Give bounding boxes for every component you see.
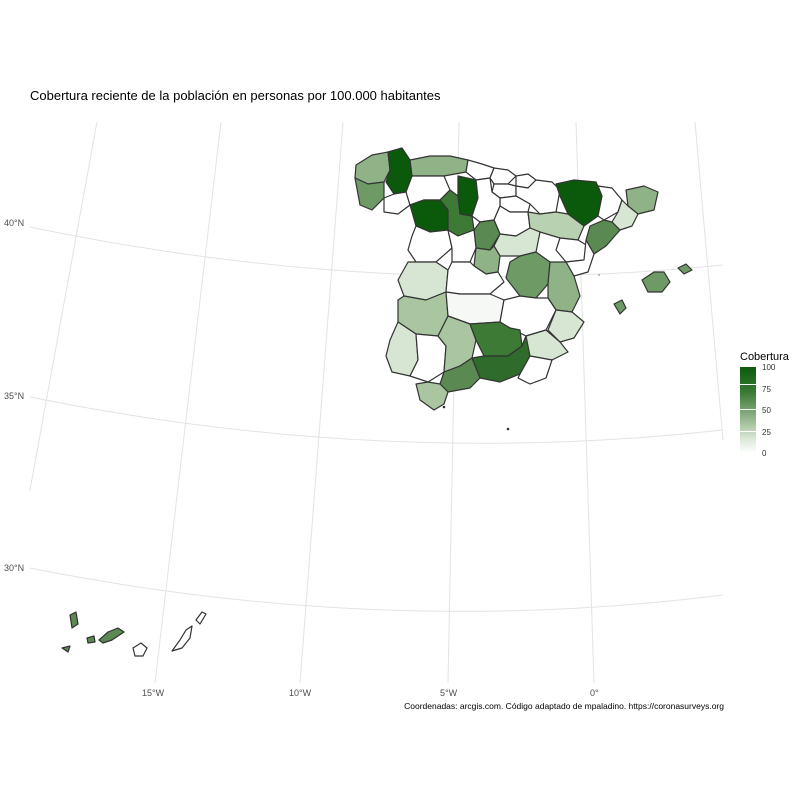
lat-label-35: 35°N <box>4 391 25 401</box>
legend-tick <box>740 409 756 410</box>
province-valladolid <box>439 189 475 237</box>
province-vizcaya <box>489 167 517 185</box>
legend-tick <box>740 431 756 432</box>
legend-tick-0: 0 <box>762 449 767 458</box>
provinces <box>61 147 693 657</box>
province-asturias <box>409 155 469 177</box>
island-gran-canaria <box>132 642 148 657</box>
province-ibiza <box>613 299 627 315</box>
province-tarragona <box>585 219 621 255</box>
province-cuenca <box>505 251 551 299</box>
islet-marker <box>598 274 600 276</box>
lon-label-0: 0° <box>590 688 599 698</box>
province-almeria <box>517 355 553 385</box>
legend-title: Cobertura <box>740 351 789 363</box>
lat-label-30: 30°N <box>4 563 25 573</box>
legend-colorbar <box>740 367 756 453</box>
legend-tick <box>740 384 756 385</box>
legend-tick-75: 75 <box>762 385 771 394</box>
legend-tick-25: 25 <box>762 428 771 437</box>
island-fuerteventura <box>171 625 193 652</box>
island-lanzarote <box>195 611 207 625</box>
province-lleida <box>597 185 623 221</box>
legend-tick-50: 50 <box>762 406 771 415</box>
map-title: Cobertura reciente de la población en pe… <box>30 88 441 103</box>
province-toledo <box>445 261 505 295</box>
province-a-coruna <box>354 151 391 185</box>
island-tenerife <box>98 627 125 644</box>
legend: Cobertura 100 75 50 25 0 <box>740 351 789 458</box>
island-la-gomera <box>86 635 96 644</box>
lat-label-40: 40°N <box>4 218 25 228</box>
province-menorca <box>677 263 693 275</box>
island-la-palma <box>69 611 79 629</box>
province-granada <box>471 335 531 383</box>
province-salamanca <box>407 225 453 263</box>
island-el-hierro <box>61 645 71 653</box>
province-cadiz <box>415 381 449 411</box>
province-avila <box>447 229 477 263</box>
melilla-marker <box>506 427 510 431</box>
ceuta-marker <box>442 405 446 409</box>
province-alicante <box>547 309 585 343</box>
province-ourense <box>383 191 411 215</box>
lon-label-15w: 15°W <box>142 688 165 698</box>
lon-label-5w: 5°W <box>440 688 458 698</box>
lon-label-10w: 10°W <box>289 688 312 698</box>
province-teruel <box>555 237 589 263</box>
province-mallorca <box>641 271 671 293</box>
legend-tick-100: 100 <box>762 363 776 372</box>
graticule <box>29 121 724 684</box>
map-caption: Coordenadas: arcgis.com. Código adaptado… <box>404 701 724 711</box>
